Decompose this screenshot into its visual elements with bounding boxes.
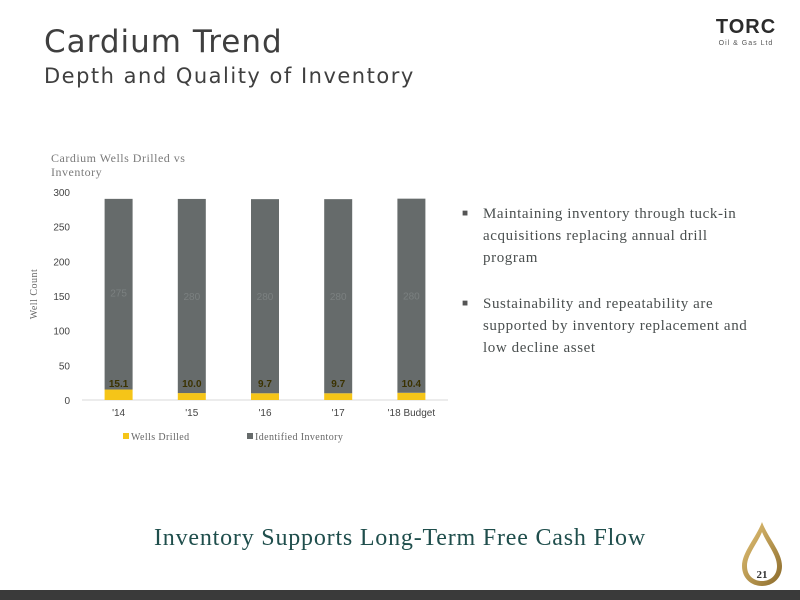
footer-bar (0, 590, 800, 600)
bar-identified-inventory (251, 199, 279, 394)
data-label: 15.1 (109, 379, 129, 390)
bar-wells-drilled (324, 393, 353, 400)
y-tick-label: 150 (53, 292, 70, 303)
square-bullet-icon: ■ (462, 298, 469, 309)
square-bullet-icon: ■ (462, 208, 469, 219)
y-axis-label: Well Count (29, 269, 40, 320)
logo-name: TORC (715, 16, 777, 38)
data-label: 280 (330, 292, 347, 303)
data-label: 10.0 (182, 379, 202, 390)
x-tick-label: '16 (258, 408, 271, 419)
chart-title: Cardium Wells Drilled vs Inventory (51, 151, 186, 179)
bar-identified-inventory (104, 198, 133, 390)
bar-identified-inventory (397, 198, 426, 393)
x-tick-label: '14 (112, 408, 125, 419)
bar-wells-drilled (177, 393, 206, 400)
bar-identified-inventory (324, 199, 353, 394)
y-tick-label: 200 (53, 257, 70, 268)
bullet-text: Sustainability and repeatability are sup… (483, 296, 748, 356)
page-number: 21 (756, 569, 768, 581)
legend-label: Identified Inventory (255, 432, 343, 443)
data-label: 280 (403, 292, 420, 303)
x-tick-label: '17 (332, 408, 345, 419)
bar-wells-drilled (104, 389, 133, 400)
logo-subtitle: Oil & Gas Ltd (718, 40, 774, 47)
legend-swatch (123, 433, 129, 439)
x-tick-label: '15 (185, 408, 198, 419)
bullet-list: ■ Maintaining inventory through tuck-in … (462, 203, 762, 383)
data-label: 10.4 (402, 379, 422, 390)
torc-logo: TORC Oil & Gas Ltd (706, 16, 786, 56)
data-label: 9.7 (258, 379, 272, 390)
y-tick-label: 300 (53, 188, 70, 199)
data-label: 275 (110, 288, 127, 299)
bullet-item: ■ Maintaining inventory through tuck-in … (462, 203, 762, 269)
data-label: 9.7 (331, 379, 345, 390)
bar-identified-inventory (177, 198, 206, 394)
legend-label: Wells Drilled (131, 432, 190, 443)
y-tick-label: 250 (53, 223, 70, 234)
bar-wells-drilled (397, 392, 426, 400)
y-tick-label: 100 (53, 327, 70, 338)
page-title: Cardium Trend (44, 24, 283, 60)
bar-wells-drilled (251, 393, 279, 400)
oil-drop-icon (742, 522, 782, 586)
bullet-text: Maintaining inventory through tuck-in ac… (483, 206, 737, 266)
page-subtitle: Depth and Quality of Inventory (44, 64, 415, 88)
y-tick-label: 0 (64, 396, 70, 407)
y-tick-label: 50 (59, 361, 71, 372)
x-tick-label: '18 Budget (388, 408, 436, 419)
bullet-item: ■ Sustainability and repeatability are s… (462, 293, 762, 359)
tagline: Inventory Supports Long-Term Free Cash F… (154, 525, 646, 551)
data-label: 280 (257, 292, 274, 303)
legend-swatch (247, 433, 253, 439)
data-label: 280 (183, 292, 200, 303)
